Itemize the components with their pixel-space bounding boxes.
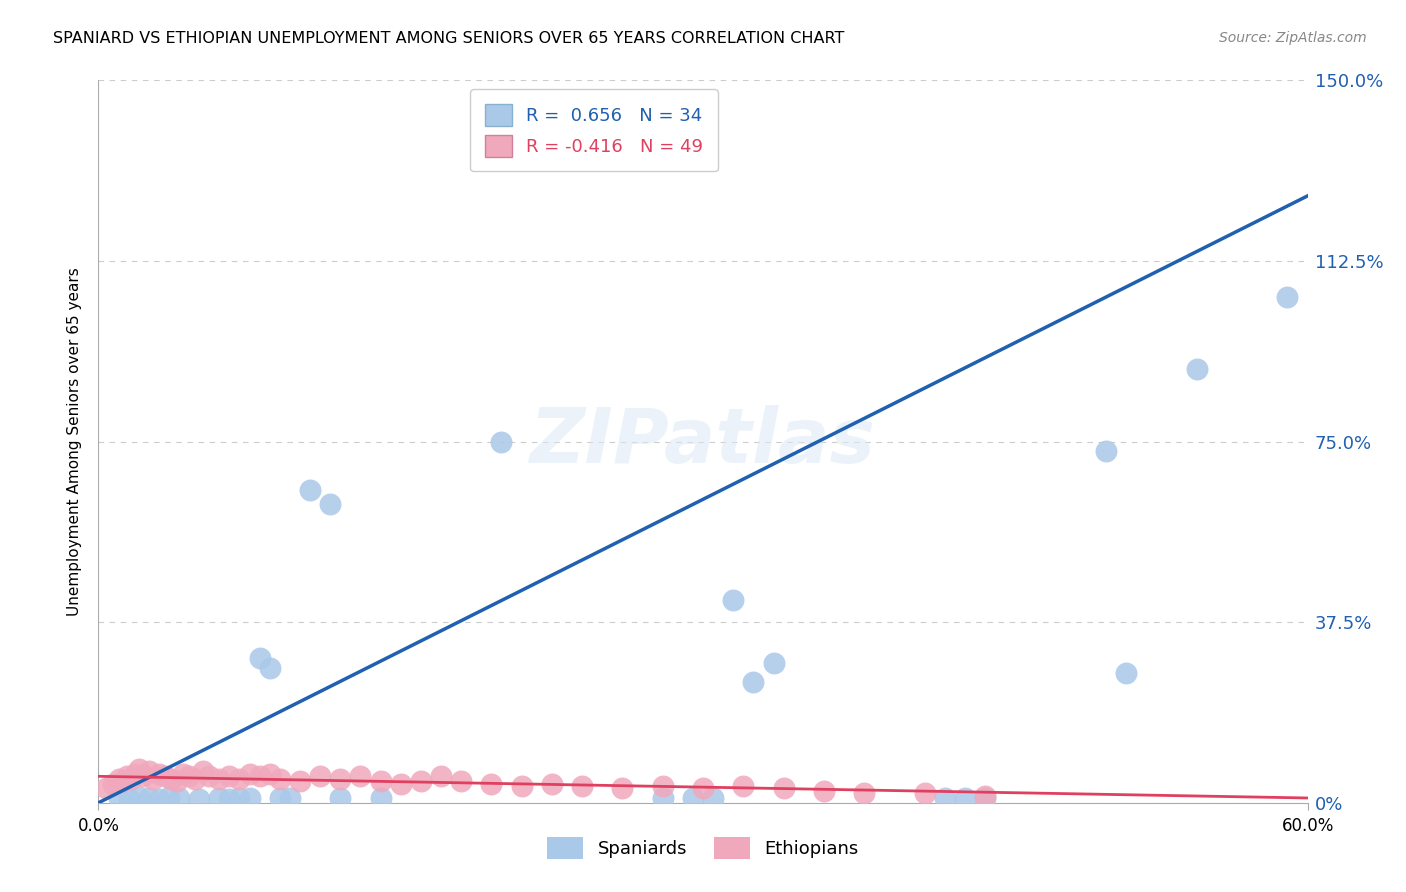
Point: [571, 779, 593, 793]
Point: [269, 772, 291, 786]
Point: [299, 483, 322, 497]
Point: [218, 769, 240, 783]
Point: [228, 772, 250, 786]
Point: [974, 789, 997, 803]
Point: [329, 791, 352, 805]
Point: [148, 767, 170, 781]
Point: [612, 781, 634, 796]
Point: [184, 772, 207, 786]
Point: [329, 772, 352, 786]
Point: [1185, 362, 1208, 376]
Point: [974, 791, 997, 805]
Point: [370, 791, 392, 805]
Point: [179, 769, 201, 783]
Point: [682, 791, 704, 805]
Point: [138, 791, 160, 805]
Point: [651, 791, 673, 805]
Point: [120, 772, 142, 786]
Point: [319, 497, 342, 511]
Point: [491, 434, 513, 449]
Point: [249, 651, 271, 665]
Point: [96, 781, 118, 796]
Point: [138, 764, 160, 779]
Point: [172, 767, 194, 781]
Point: [239, 791, 262, 805]
Point: [142, 772, 165, 786]
Point: [278, 791, 301, 805]
Point: [430, 769, 453, 783]
Point: [853, 786, 876, 800]
Point: [813, 784, 835, 798]
Point: [153, 769, 176, 783]
Point: [309, 769, 332, 783]
Point: [239, 767, 262, 781]
Point: [772, 781, 794, 796]
Point: [481, 776, 503, 790]
Point: [218, 792, 240, 806]
Y-axis label: Unemployment Among Seniors over 65 years: Unemployment Among Seniors over 65 years: [67, 268, 83, 615]
Point: [914, 786, 936, 800]
Point: [188, 792, 211, 806]
Point: [370, 774, 392, 789]
Point: [1095, 444, 1118, 458]
Text: Source: ZipAtlas.com: Source: ZipAtlas.com: [1219, 31, 1367, 45]
Point: [167, 791, 190, 805]
Point: [101, 776, 124, 790]
Point: [288, 774, 311, 789]
Point: [160, 772, 183, 786]
Point: [128, 762, 150, 776]
Point: [389, 776, 412, 790]
Point: [1115, 665, 1137, 680]
Text: SPANIARD VS ETHIOPIAN UNEMPLOYMENT AMONG SENIORS OVER 65 YEARS CORRELATION CHART: SPANIARD VS ETHIOPIAN UNEMPLOYMENT AMONG…: [53, 31, 845, 46]
Point: [228, 791, 250, 805]
Point: [132, 769, 155, 783]
Legend: Spaniards, Ethiopians: Spaniards, Ethiopians: [540, 830, 866, 866]
Text: ZIPatlas: ZIPatlas: [530, 405, 876, 478]
Point: [742, 675, 765, 690]
Point: [409, 774, 432, 789]
Point: [540, 776, 562, 790]
Point: [198, 769, 221, 783]
Point: [208, 772, 231, 786]
Point: [128, 790, 150, 805]
Point: [259, 661, 281, 675]
Point: [651, 779, 673, 793]
Point: [111, 774, 134, 789]
Point: [349, 769, 371, 783]
Point: [450, 774, 472, 789]
Point: [692, 781, 714, 796]
Point: [124, 767, 146, 781]
Point: [259, 767, 281, 781]
Point: [1277, 290, 1299, 304]
Point: [249, 769, 271, 783]
Point: [115, 769, 138, 783]
Point: [762, 656, 785, 670]
Point: [148, 792, 170, 806]
Point: [157, 790, 180, 805]
Point: [166, 774, 188, 789]
Point: [208, 791, 231, 805]
Point: [193, 764, 215, 779]
Point: [269, 791, 291, 805]
Point: [510, 779, 533, 793]
Point: [702, 791, 724, 805]
Point: [107, 791, 129, 805]
Point: [723, 593, 745, 607]
Point: [118, 792, 141, 806]
Point: [934, 791, 956, 805]
Point: [107, 772, 129, 786]
Point: [953, 791, 976, 805]
Point: [733, 779, 755, 793]
